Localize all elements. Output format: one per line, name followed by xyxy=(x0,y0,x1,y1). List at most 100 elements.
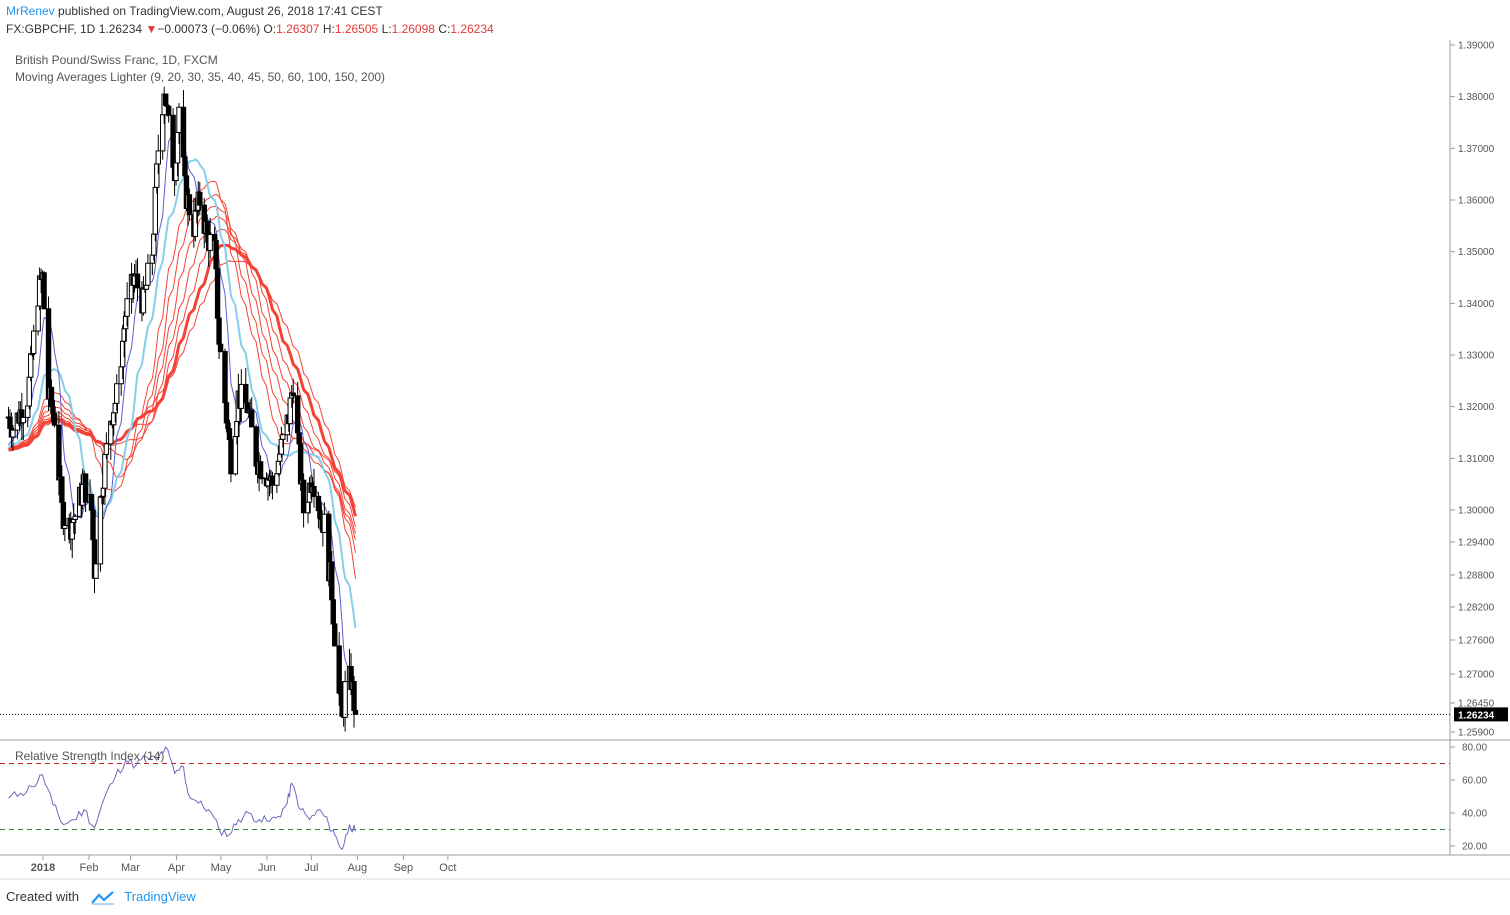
ma-bold-line xyxy=(8,243,357,517)
candle-body xyxy=(124,298,130,317)
candle-body xyxy=(197,191,203,206)
candle-body xyxy=(176,106,182,133)
axis-labels: 1.39000 1.38000 1.37000 1.36000 1.35000 1.340… xyxy=(0,41,1508,874)
down-arrow-icon: ▼ xyxy=(145,22,158,36)
time-tick-label: Sep xyxy=(394,862,414,874)
low-label: L: xyxy=(381,22,392,36)
candle-body xyxy=(228,439,234,475)
high-value: 1.26505 xyxy=(334,22,379,36)
candle-body xyxy=(145,262,151,286)
candle-body xyxy=(248,409,255,428)
created-with-text: Created with xyxy=(6,889,79,904)
price-tick-label: 1.31000 xyxy=(1458,454,1495,465)
candle-body xyxy=(352,710,359,715)
last-price-label: 1.26234 xyxy=(1458,710,1495,721)
rsi-tick-label: 60.00 xyxy=(1462,776,1487,787)
time-tick-label: Jun xyxy=(258,862,276,874)
candle-body xyxy=(93,563,99,579)
price-tick-label: 1.36000 xyxy=(1458,196,1495,207)
open-label: O: xyxy=(263,22,277,36)
chart-frame xyxy=(0,40,1510,880)
quote-line: FX:GBPCHF, 1D 1.26234 ▼−0.00073 (−0.06%)… xyxy=(6,22,494,36)
price-tick-label: 1.27000 xyxy=(1458,670,1495,681)
candle-body xyxy=(103,443,110,455)
price-tick-label: 1.29400 xyxy=(1458,538,1495,549)
time-tick-label: Mar xyxy=(121,862,140,874)
price-tick-label: 1.30000 xyxy=(1458,506,1495,517)
ma-legend: Moving Averages Lighter (9, 20, 30, 35, … xyxy=(15,70,386,84)
candle-body xyxy=(10,429,16,438)
candle-body xyxy=(342,681,348,718)
price-tick-label: 1.27600 xyxy=(1458,636,1495,647)
price-tick-label: 1.35000 xyxy=(1458,247,1495,258)
publisher-line: MrRenev published on TradingView.com, Au… xyxy=(6,4,383,18)
candle-body xyxy=(114,383,120,404)
candle-body xyxy=(336,645,342,694)
candle-body xyxy=(300,479,307,514)
symbol-label: FX:GBPCHF, 1D xyxy=(6,22,96,36)
time-tick-label: Jul xyxy=(304,862,318,874)
candle-body xyxy=(72,515,78,520)
moving-averages xyxy=(7,129,357,698)
price-tick-label: 1.32000 xyxy=(1458,402,1495,413)
candle-body xyxy=(20,416,27,424)
price-tick-label: 1.26450 xyxy=(1458,699,1495,710)
low-value: 1.26098 xyxy=(391,22,435,36)
candle-body xyxy=(152,186,159,235)
candle-body xyxy=(253,426,259,467)
candle-body xyxy=(134,273,141,289)
published-text: published on TradingView.com, August 26,… xyxy=(58,4,383,18)
candle-body xyxy=(51,412,58,426)
rsi-tick-label: 80.00 xyxy=(1462,743,1487,754)
price-tick-label: 1.28200 xyxy=(1458,603,1495,614)
rsi-tick-label: 40.00 xyxy=(1462,809,1487,820)
candles xyxy=(5,86,359,732)
rsi-title: Relative Strength Index (14) xyxy=(15,749,165,763)
candle-body xyxy=(30,330,37,355)
candle-body xyxy=(82,473,89,503)
ma-50-line xyxy=(8,228,356,528)
price-tick-label: 1.38000 xyxy=(1458,92,1495,103)
price-tick-label: 1.28800 xyxy=(1458,571,1495,582)
candle-body xyxy=(311,486,317,497)
time-tick-label: May xyxy=(211,862,232,874)
candle-body xyxy=(222,350,228,404)
candle-body xyxy=(321,513,328,533)
candle-body xyxy=(62,525,68,529)
candle-body xyxy=(165,105,172,116)
tradingview-brand-link[interactable]: TradingView xyxy=(124,889,196,904)
rsi-tick-label: 20.00 xyxy=(1462,842,1487,853)
price-tick-label: 1.33000 xyxy=(1458,351,1495,362)
candle-body xyxy=(269,475,276,486)
price-tick-label: 1.39000 xyxy=(1458,41,1495,52)
candle-body xyxy=(26,376,32,407)
candle-body xyxy=(28,353,34,378)
candle-body xyxy=(155,150,161,165)
footer: Created with TradingView xyxy=(6,889,196,905)
candle-body xyxy=(332,623,338,647)
rsi-line xyxy=(8,746,356,851)
change-value: −0.00073 (−0.06%) xyxy=(157,22,261,36)
candle-body xyxy=(238,383,245,409)
open-value: 1.26307 xyxy=(276,22,320,36)
time-tick-label: Oct xyxy=(439,862,456,874)
time-tick-label: Aug xyxy=(348,862,368,874)
series-legend: British Pound/Swiss Franc, 1D, FXCM xyxy=(15,53,218,67)
candle-body xyxy=(207,233,213,251)
high-label: H: xyxy=(322,22,335,36)
time-tick-label: Apr xyxy=(168,862,185,874)
ma-60-line xyxy=(8,260,356,508)
last-price-badge xyxy=(1454,707,1508,722)
price-tick-label: 1.34000 xyxy=(1458,299,1495,310)
candle-body xyxy=(88,494,95,511)
candle-body xyxy=(102,453,108,489)
price-tick-label: 1.37000 xyxy=(1458,144,1495,155)
candle-body xyxy=(217,343,224,352)
author-link[interactable]: MrRenev xyxy=(6,4,55,18)
tradingview-logo-icon xyxy=(90,890,114,905)
candle-body xyxy=(41,272,47,310)
candle-body xyxy=(186,194,193,216)
candle-body xyxy=(290,392,296,397)
rsi-pane: 80.00 60.00 40.00 20.00 xyxy=(0,743,1487,853)
